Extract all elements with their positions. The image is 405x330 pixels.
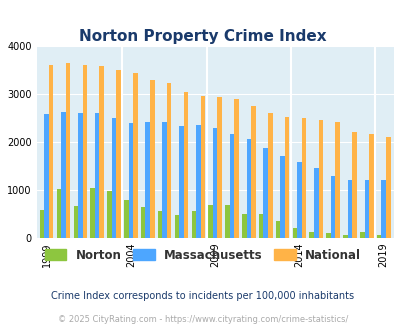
Bar — [174, 215, 179, 238]
Bar — [95, 113, 99, 238]
Bar — [162, 122, 166, 238]
Bar — [234, 99, 238, 238]
Bar — [61, 112, 66, 238]
Text: © 2025 CityRating.com - https://www.cityrating.com/crime-statistics/: © 2025 CityRating.com - https://www.city… — [58, 315, 347, 324]
Bar — [191, 211, 196, 238]
Bar — [229, 134, 234, 238]
Bar — [359, 232, 364, 238]
Bar — [301, 118, 305, 238]
Bar — [318, 120, 322, 238]
Bar — [57, 189, 61, 238]
Bar — [217, 97, 222, 238]
Bar — [116, 70, 121, 238]
Bar — [275, 221, 279, 238]
Bar — [364, 180, 368, 238]
Bar — [335, 122, 339, 238]
Text: Crime Index corresponds to incidents per 100,000 inhabitants: Crime Index corresponds to incidents per… — [51, 291, 354, 301]
Bar — [208, 205, 212, 238]
Bar — [326, 233, 330, 238]
Bar — [49, 65, 53, 238]
Bar — [279, 156, 284, 238]
Text: Norton Property Crime Index: Norton Property Crime Index — [79, 29, 326, 44]
Bar — [124, 200, 128, 238]
Bar — [40, 210, 44, 238]
Bar — [380, 180, 385, 238]
Bar — [258, 214, 263, 238]
Bar — [128, 123, 133, 238]
Bar — [107, 191, 111, 238]
Bar — [352, 132, 356, 238]
Bar — [292, 228, 296, 238]
Bar — [284, 117, 289, 238]
Bar — [183, 92, 188, 238]
Bar — [368, 134, 373, 238]
Legend: Norton, Massachusetts, National: Norton, Massachusetts, National — [40, 244, 365, 266]
Bar — [313, 168, 318, 238]
Bar — [66, 63, 70, 238]
Bar — [330, 176, 335, 238]
Bar — [141, 208, 145, 238]
Bar — [150, 80, 154, 238]
Bar — [212, 128, 217, 238]
Bar — [73, 207, 78, 238]
Bar — [251, 106, 255, 238]
Bar — [376, 235, 380, 238]
Bar — [246, 139, 251, 238]
Bar — [111, 118, 116, 238]
Bar — [296, 162, 301, 238]
Bar — [263, 148, 267, 238]
Bar — [99, 66, 104, 238]
Bar — [225, 205, 229, 238]
Bar — [179, 126, 183, 238]
Bar — [145, 122, 150, 238]
Bar — [347, 180, 352, 238]
Bar — [267, 113, 272, 238]
Bar — [133, 74, 137, 238]
Bar — [200, 96, 205, 238]
Bar — [196, 125, 200, 238]
Bar — [83, 65, 87, 238]
Bar — [309, 232, 313, 238]
Bar — [166, 83, 171, 238]
Bar — [241, 214, 246, 238]
Bar — [44, 114, 49, 238]
Bar — [342, 235, 347, 238]
Bar — [90, 188, 95, 238]
Bar — [158, 211, 162, 238]
Bar — [78, 113, 83, 238]
Bar — [385, 137, 390, 238]
